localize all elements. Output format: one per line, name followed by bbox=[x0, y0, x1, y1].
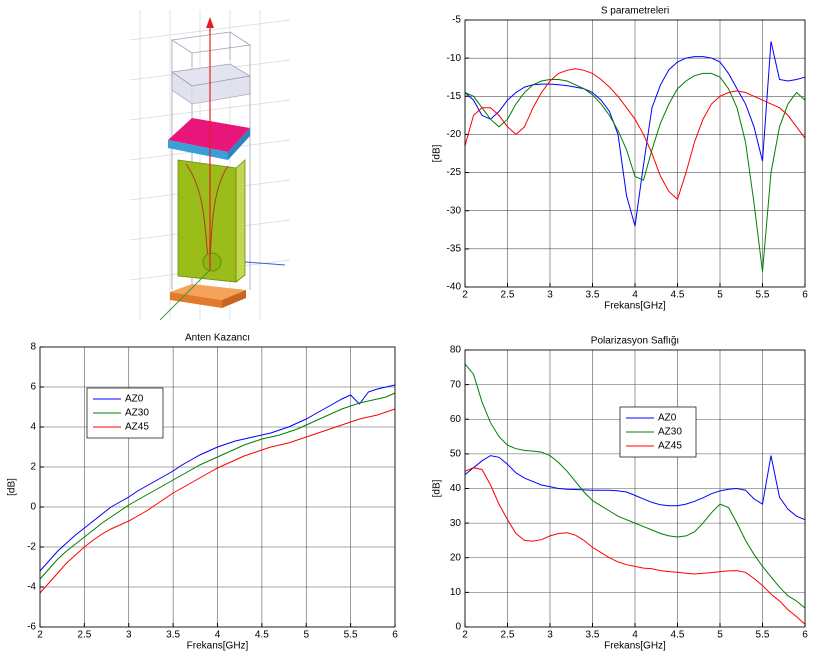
y-tick-label: -5 bbox=[452, 15, 461, 26]
x-axis-label: Frekans[GHz] bbox=[604, 641, 666, 652]
legend: AZ0 AZ30 AZ45 bbox=[87, 388, 163, 438]
y-tick-label: -6 bbox=[27, 622, 36, 633]
x-tick-label: 2.5 bbox=[501, 630, 515, 641]
x-tick-label: 3 bbox=[126, 630, 132, 641]
y-tick-label: 8 bbox=[30, 342, 36, 353]
y-tick-label: 70 bbox=[450, 379, 462, 390]
y-tick-label: 2 bbox=[30, 462, 36, 473]
y-tick-label: 40 bbox=[450, 483, 462, 494]
y-axis-label: [dB] bbox=[7, 478, 18, 496]
y-tick-label: 60 bbox=[450, 414, 462, 425]
legend: AZ0 AZ30 AZ45 bbox=[620, 407, 696, 457]
x-tick-label: 4 bbox=[632, 290, 638, 301]
x-tick-label: 6 bbox=[392, 630, 398, 641]
x-tick-label: 5.5 bbox=[344, 630, 358, 641]
x-tick-label: 5 bbox=[303, 630, 309, 641]
x-tick-label: 4 bbox=[632, 630, 638, 641]
legend-label: AZ45 bbox=[658, 441, 682, 452]
x-tick-label: 2 bbox=[462, 630, 468, 641]
legend-label: AZ30 bbox=[658, 427, 682, 438]
x-tick-label: 2 bbox=[37, 630, 43, 641]
x-tick-label: 4 bbox=[215, 630, 221, 641]
y-tick-label: 10 bbox=[450, 587, 462, 598]
y-axis-label: [dB] bbox=[432, 479, 443, 497]
legend-label: AZ0 bbox=[125, 394, 144, 405]
x-tick-label: 3.5 bbox=[586, 290, 600, 301]
y-tick-label: -20 bbox=[447, 129, 462, 140]
x-tick-label: 2.5 bbox=[77, 630, 91, 641]
legend-label: AZ0 bbox=[658, 413, 677, 424]
y-tick-label: 4 bbox=[30, 422, 36, 433]
y-tick-label: 0 bbox=[30, 502, 36, 513]
y-tick-label: -30 bbox=[447, 205, 462, 216]
x-tick-label: 4.5 bbox=[255, 630, 269, 641]
legend-label: AZ30 bbox=[125, 408, 149, 419]
x-tick-label: 6 bbox=[802, 290, 808, 301]
legend-label: AZ45 bbox=[125, 422, 149, 433]
y-tick-label: -35 bbox=[447, 243, 462, 254]
x-tick-label: 5 bbox=[717, 290, 723, 301]
x-tick-label: 3.5 bbox=[166, 630, 180, 641]
y-tick-label: -15 bbox=[447, 91, 462, 102]
y-tick-label: 6 bbox=[30, 382, 36, 393]
y-tick-label: 30 bbox=[450, 518, 462, 529]
x-tick-label: 3 bbox=[547, 630, 553, 641]
x-tick-label: 2 bbox=[462, 290, 468, 301]
x-axis-label: Frekans[GHz] bbox=[187, 641, 249, 652]
chart: -6 -4 -2 0 2 4 6 8 2 2.5 3 3.5 4 4.5 5 5.5 6 Anten Kazanc… bbox=[7, 333, 399, 652]
y-tick-label: -25 bbox=[447, 167, 462, 178]
y-tick-label: 0 bbox=[455, 622, 461, 633]
y-tick-label: -4 bbox=[27, 582, 36, 593]
x-tick-label: 2.5 bbox=[501, 290, 515, 301]
y-tick-label: 20 bbox=[450, 552, 462, 563]
y-tick-label: -10 bbox=[447, 53, 462, 64]
x-tick-label: 3 bbox=[547, 290, 553, 301]
y-tick-label: 80 bbox=[450, 345, 462, 356]
chart-title: S parametreleri bbox=[601, 6, 669, 17]
y-tick-label: -2 bbox=[27, 542, 36, 553]
x-tick-label: 3.5 bbox=[586, 630, 600, 641]
x-tick-label: 5.5 bbox=[756, 290, 770, 301]
chart: -40 -35 -30 -25 -20 -15 -10 -5 2 2.5 3 3.5 4 4.5 5 5.5 6… bbox=[432, 6, 809, 312]
y-tick-label: 50 bbox=[450, 449, 462, 460]
x-tick-label: 5 bbox=[717, 630, 723, 641]
x-tick-label: 5.5 bbox=[756, 630, 770, 641]
antenna-model bbox=[130, 10, 290, 320]
chart-title: Anten Kazancı bbox=[185, 333, 250, 344]
x-tick-label: 4.5 bbox=[671, 290, 685, 301]
x-tick-label: 4.5 bbox=[671, 630, 685, 641]
x-axis-label: Frekans[GHz] bbox=[604, 301, 666, 312]
chart-title: Polarizasyon Saflığı bbox=[591, 336, 679, 347]
chart: 0 10 20 30 40 50 60 70 80 2 2.5 3 3.5 4 4.5 5 5.5 6 Polari… bbox=[432, 336, 809, 652]
figure: -40-35-30-25-20-15-10-522.533.544.555.56… bbox=[0, 0, 818, 659]
y-axis-label: [dB] bbox=[432, 144, 443, 162]
x-tick-label: 6 bbox=[802, 630, 808, 641]
y-tick-label: -40 bbox=[447, 282, 462, 293]
